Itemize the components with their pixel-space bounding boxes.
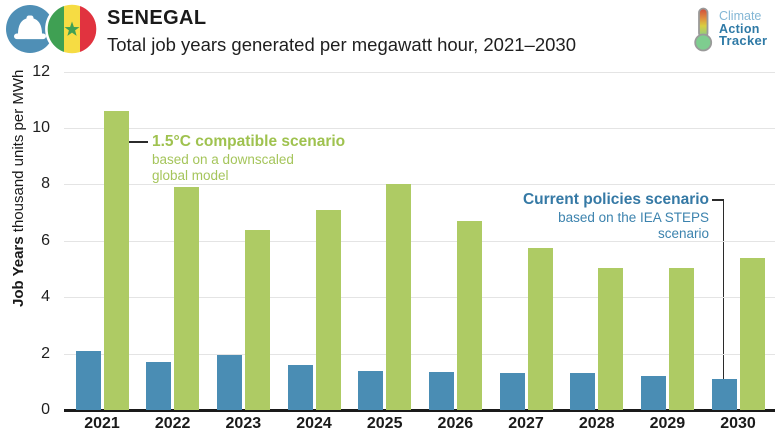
annotation-15c-line1: based on a downscaled: [152, 151, 294, 167]
annotation-15c-title: 1.5°C compatible scenario: [152, 133, 346, 150]
x-tick-label: 2021: [84, 415, 120, 432]
gridline-y4: [64, 297, 775, 299]
bar-15c-2026: [456, 221, 482, 410]
bar-15c-2028: [598, 267, 624, 410]
chart-subtitle: Total job years generated per megawatt h…: [107, 34, 576, 55]
country-title: SENEGAL: [107, 7, 207, 29]
country-badge: [3, 2, 99, 58]
bar-15c-2021: [103, 111, 129, 410]
bar-current-policies-2023: [216, 355, 242, 410]
bar-current-policies-2026: [428, 371, 454, 410]
bar-current-policies-2022: [146, 362, 172, 410]
x-tick-label: 2026: [437, 415, 474, 432]
bar-current-policies-2021: [75, 350, 101, 410]
hard-hat-icon: [6, 5, 54, 53]
senegal-flag-icon: [45, 2, 99, 56]
logo-word-tracker: Tracker: [719, 33, 768, 48]
annotation-cp-line1: based on the IEA STEPS: [558, 209, 709, 225]
gridline-y2: [64, 353, 775, 355]
climate-action-tracker-logo: Climate Action Tracker: [690, 6, 767, 52]
x-axis-line: [64, 409, 775, 412]
y-tick-label: 12: [32, 62, 50, 80]
x-tick-label: 2027: [508, 415, 544, 432]
x-tick-label: 2023: [225, 415, 262, 432]
logo-word-climate: Climate: [719, 9, 762, 23]
gridline-y12: [64, 71, 775, 73]
bar-current-policies-2025: [358, 370, 384, 410]
thermometer-icon: [694, 7, 713, 52]
bar-current-policies-2027: [499, 373, 525, 410]
logo-word-action: Action: [719, 21, 760, 36]
bar-current-policies-2029: [640, 376, 666, 410]
bar-15c-2022: [174, 187, 200, 410]
bar-15c-2023: [244, 229, 270, 410]
y-tick-label: 8: [41, 175, 50, 193]
annotation-current-policies: Current policies scenario based on the I…: [459, 191, 709, 240]
annotation-connector-green: [129, 141, 148, 143]
x-tick-label: 2024: [296, 415, 332, 432]
x-tick-label: 2028: [578, 415, 615, 432]
y-tick-label: 6: [41, 231, 50, 249]
bar-current-policies-2030: [711, 378, 737, 410]
annotation-cp-title: Current policies scenario: [522, 191, 709, 208]
x-tick-label: 2022: [154, 415, 191, 432]
x-tick-label: 2025: [366, 415, 403, 432]
title-block: SENEGAL Total job years generated per me…: [107, 7, 576, 56]
annotation-cp-line2: scenario: [657, 225, 709, 241]
annotation-15c-scenario: 1.5°C compatible scenario based on a dow…: [152, 133, 345, 182]
y-tick-label: 4: [41, 288, 50, 306]
gridline-y8: [64, 184, 775, 186]
bar-15c-2030: [739, 257, 765, 410]
annotation-connector-blue-v: [722, 199, 725, 380]
bar-15c-2024: [315, 209, 341, 410]
bar-15c-2027: [527, 247, 553, 410]
logo-wordmark: Climate Action Tracker: [719, 10, 767, 48]
bar-15c-2025: [386, 184, 412, 410]
x-tick-label: 2029: [649, 415, 686, 432]
y-axis-label-rest: thousand units per MWh: [10, 69, 27, 237]
x-tick-label: 2030: [720, 415, 756, 432]
y-tick-label: 0: [41, 401, 50, 418]
bar-15c-2029: [668, 267, 694, 410]
annotation-connector-blue-h: [712, 199, 724, 201]
bar-current-policies-2028: [570, 373, 596, 410]
gridline-y6: [64, 240, 775, 242]
bar-current-policies-2024: [287, 364, 313, 410]
y-tick-label: 10: [32, 119, 50, 136]
y-tick-label: 2: [41, 344, 50, 362]
annotation-15c-line2: global model: [152, 167, 229, 183]
gridline-y10: [64, 128, 775, 129]
